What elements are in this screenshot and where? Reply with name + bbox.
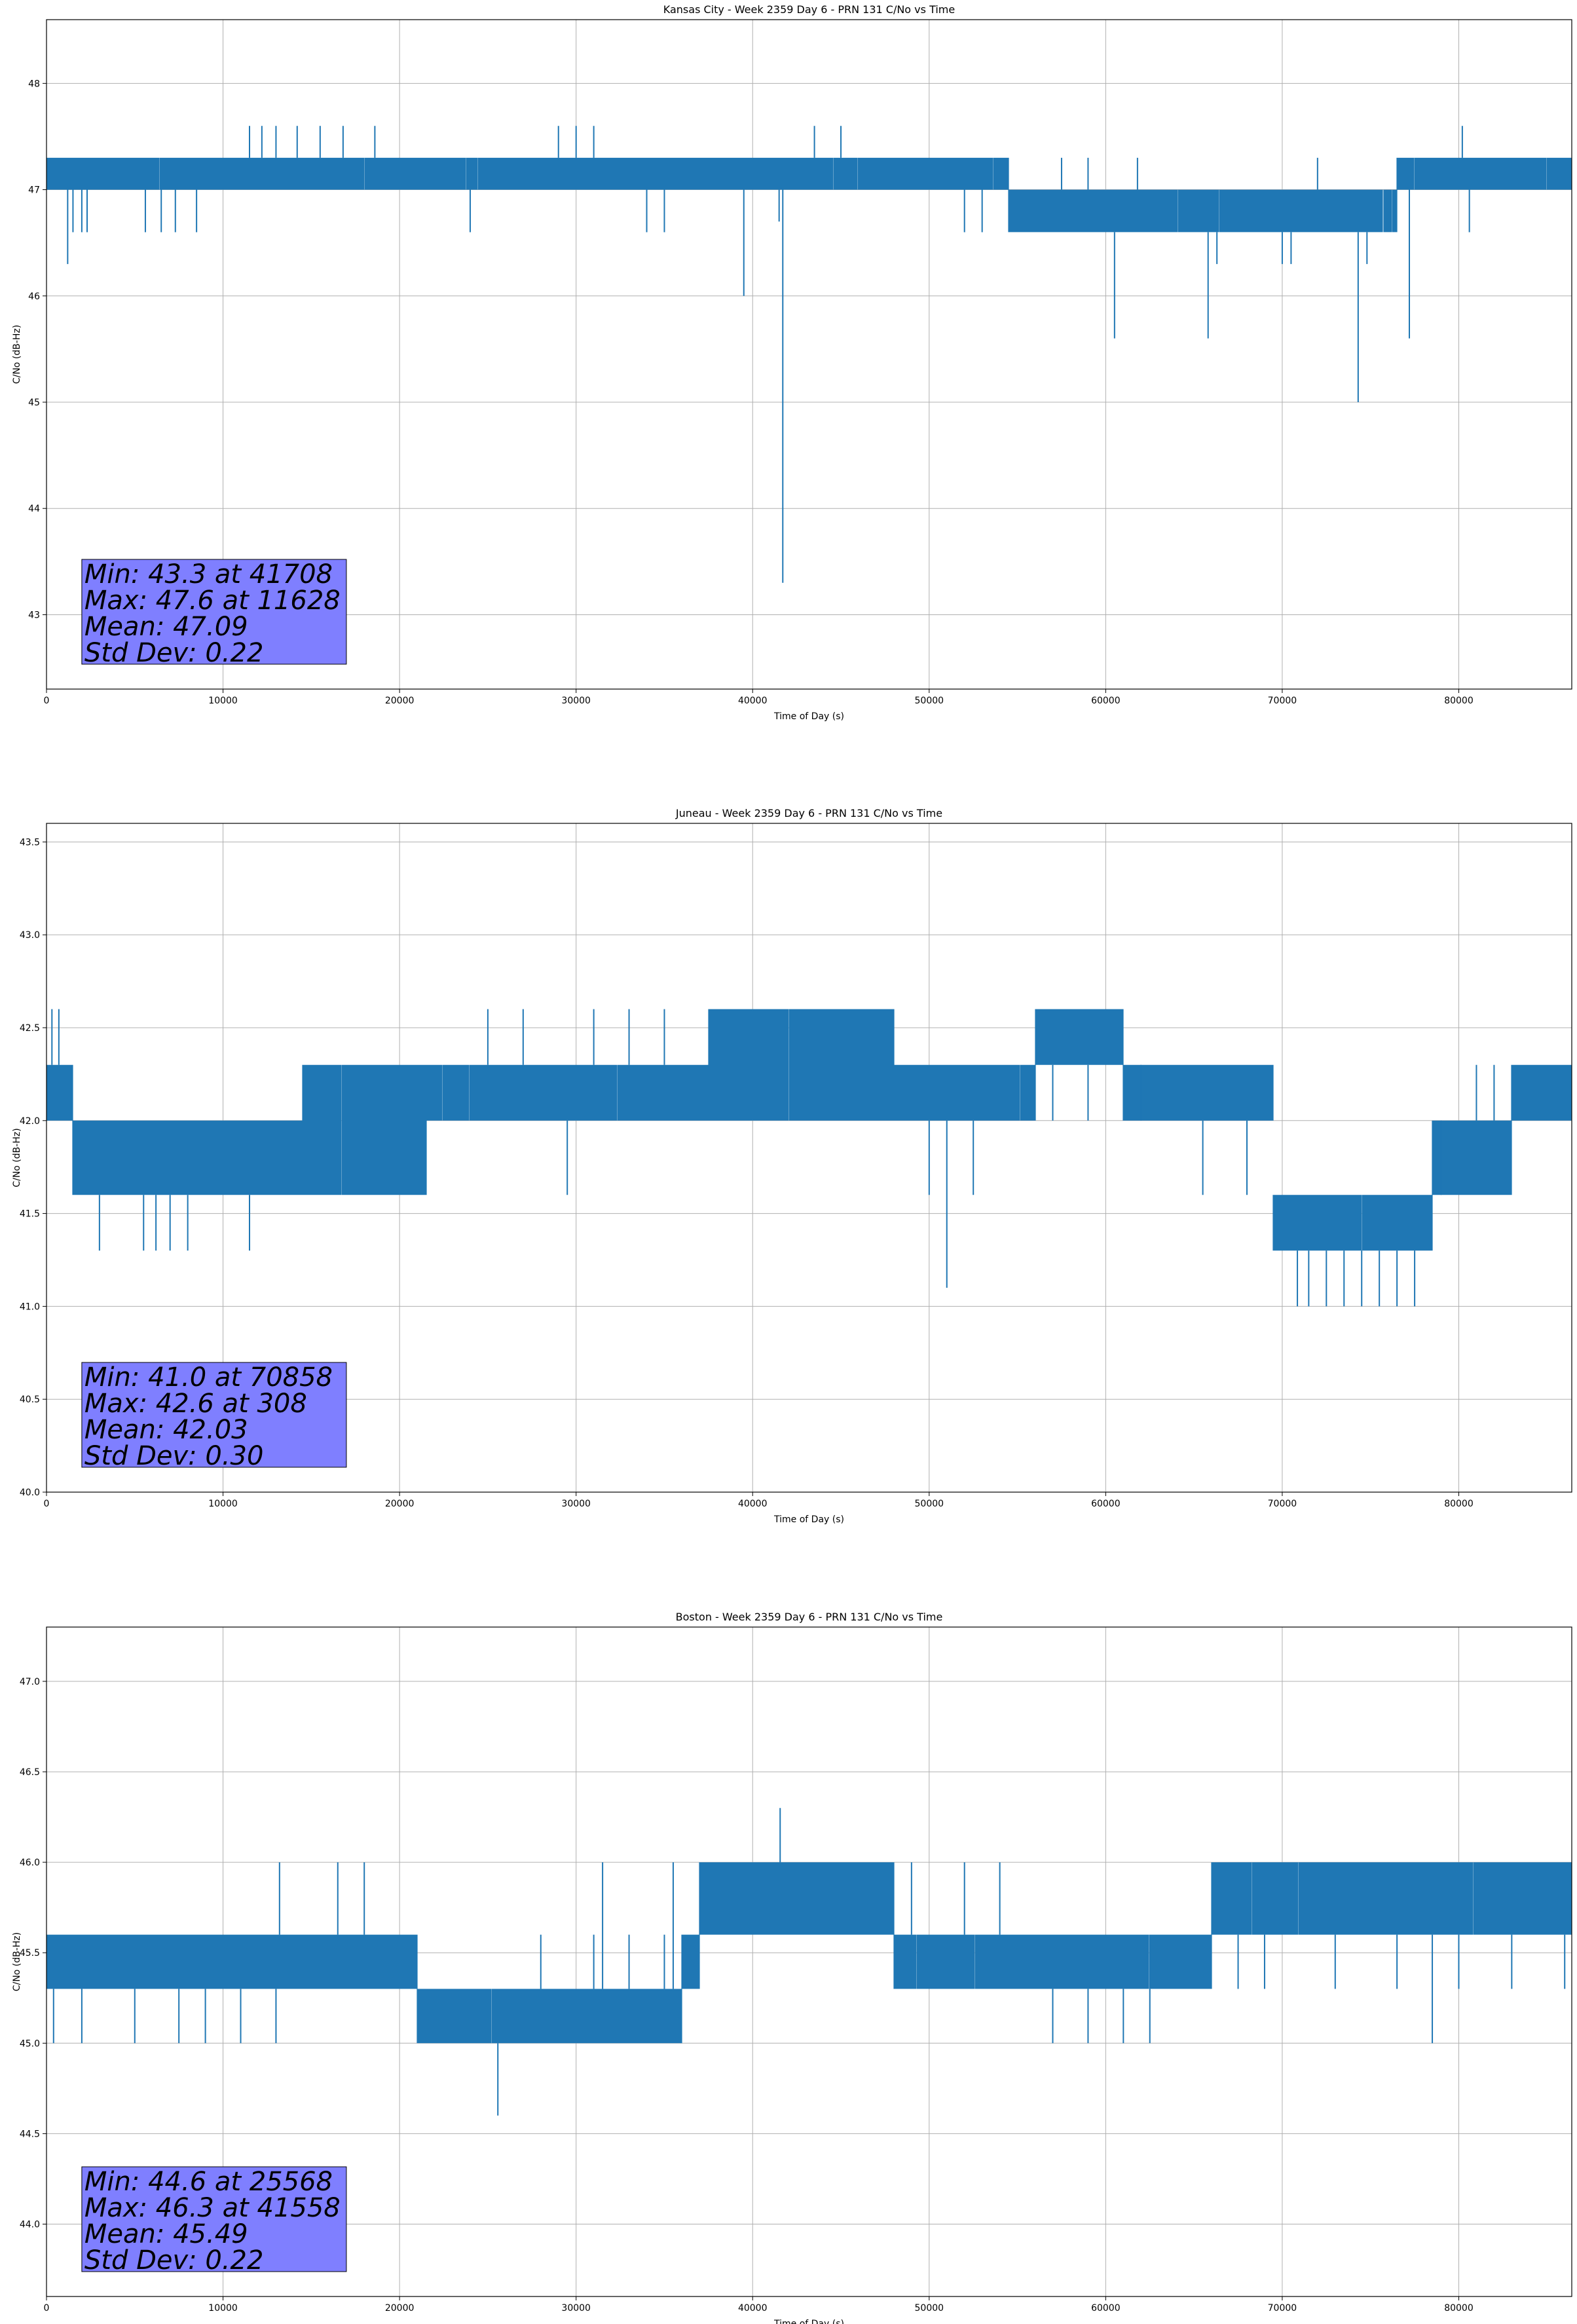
x-tick-label: 40000 — [738, 1499, 768, 1509]
y-tick-label: 42.5 — [20, 1023, 40, 1034]
x-axis-label: Time of Day (s) — [773, 711, 844, 722]
stats-box — [81, 2166, 347, 2272]
x-tick-label: 20000 — [385, 696, 415, 706]
x-tick-label: 30000 — [561, 696, 591, 706]
x-tick-label: 10000 — [208, 696, 238, 706]
x-axis-label: Time of Day (s) — [773, 2319, 844, 2324]
x-tick-label: 50000 — [915, 1499, 944, 1509]
x-tick-label: 60000 — [1091, 1499, 1121, 1509]
x-tick-label: 20000 — [385, 2303, 415, 2314]
y-tick-label: 43.0 — [20, 930, 40, 941]
x-tick-label: 0 — [44, 2303, 50, 2314]
y-tick-label: 40.0 — [20, 1488, 40, 1498]
y-tick-label: 48 — [28, 79, 40, 89]
stats-line: Min: 41.0 at 70858 — [84, 1362, 333, 1393]
x-tick-label: 30000 — [561, 2303, 591, 2314]
x-tick-label: 60000 — [1091, 2303, 1121, 2314]
stats-line: Mean: 47.09 — [84, 612, 248, 642]
y-tick-label: 45.0 — [20, 2038, 40, 2049]
stats-line: Std Dev: 0.30 — [84, 1441, 264, 1471]
x-tick-label: 50000 — [915, 696, 944, 706]
series-band — [46, 157, 1572, 233]
x-tick-label: 30000 — [561, 1499, 591, 1509]
series-cno — [46, 1009, 1572, 1307]
stats-line: Min: 44.6 at 25568 — [84, 2167, 333, 2197]
x-tick-label: 70000 — [1268, 696, 1297, 706]
stats-line: Std Dev: 0.22 — [84, 2245, 264, 2276]
y-axis-label: C/No (dB-Hz) — [12, 325, 22, 384]
y-tick-label: 43.5 — [20, 837, 40, 848]
x-tick-label: 80000 — [1444, 696, 1474, 706]
y-axis-label: C/No (dB-Hz) — [12, 1128, 22, 1187]
y-tick-label: 46.0 — [20, 1858, 40, 1868]
x-tick-label: 50000 — [915, 2303, 944, 2314]
stats-line: Std Dev: 0.22 — [84, 638, 264, 668]
y-tick-label: 45.5 — [20, 1948, 40, 1959]
stats-box — [81, 1362, 347, 1468]
y-tick-label: 46 — [28, 291, 40, 302]
plot-frame — [46, 1626, 1572, 2297]
chart-title: Juneau - Week 2359 Day 6 - PRN 131 C/No … — [675, 807, 942, 819]
y-tick-label: 44.0 — [20, 2220, 40, 2230]
stats-line: Max: 46.3 at 41558 — [84, 2193, 341, 2223]
chart-title: Boston - Week 2359 Day 6 - PRN 131 C/No … — [676, 1611, 943, 1623]
series-cno — [46, 126, 1572, 583]
x-tick-label: 40000 — [738, 2303, 768, 2314]
y-tick-label: 47 — [28, 185, 40, 196]
x-tick-label: 10000 — [208, 1499, 238, 1509]
series-band — [46, 1862, 1572, 2044]
series-cno — [46, 1808, 1572, 2116]
y-tick-label: 44 — [28, 504, 40, 514]
y-tick-label: 47.0 — [20, 1677, 40, 1687]
series-band — [46, 1009, 1572, 1251]
y-tick-label: 46.5 — [20, 1767, 40, 1778]
x-tick-label: 70000 — [1268, 2303, 1297, 2314]
y-tick-label: 43 — [28, 610, 40, 620]
y-axis-label: C/No (dB-Hz) — [12, 1932, 22, 1991]
chart-juneau: Juneau - Week 2359 Day 6 - PRN 131 C/No … — [12, 807, 1572, 1525]
x-tick-label: 0 — [44, 1499, 50, 1509]
y-tick-label: 45 — [28, 398, 40, 408]
y-tick-label: 42.0 — [20, 1116, 40, 1127]
plot-frame — [46, 823, 1572, 1493]
chart-kansas-city: Kansas City - Week 2359 Day 6 - PRN 131 … — [12, 3, 1572, 722]
x-tick-label: 70000 — [1268, 1499, 1297, 1509]
y-tick-label: 44.5 — [20, 2129, 40, 2139]
stats-box — [81, 559, 347, 665]
y-tick-label: 41.5 — [20, 1209, 40, 1220]
stats-line: Mean: 45.49 — [84, 2219, 248, 2249]
stats-line: Max: 42.6 at 308 — [84, 1389, 307, 1419]
x-tick-label: 80000 — [1444, 2303, 1474, 2314]
chart-boston: Boston - Week 2359 Day 6 - PRN 131 C/No … — [12, 1611, 1572, 2324]
x-tick-label: 10000 — [208, 2303, 238, 2314]
y-tick-label: 40.5 — [20, 1395, 40, 1405]
x-tick-label: 60000 — [1091, 696, 1121, 706]
stats-line: Min: 43.3 at 41708 — [84, 559, 333, 590]
x-axis-label: Time of Day (s) — [773, 1514, 844, 1525]
stats-line: Max: 47.6 at 11628 — [84, 586, 341, 616]
x-tick-label: 80000 — [1444, 1499, 1474, 1509]
x-tick-label: 0 — [44, 696, 50, 706]
x-tick-label: 20000 — [385, 1499, 415, 1509]
stats-line: Mean: 42.03 — [84, 1415, 248, 1445]
y-tick-label: 41.0 — [20, 1302, 40, 1312]
chart-title: Kansas City - Week 2359 Day 6 - PRN 131 … — [663, 3, 955, 16]
x-tick-label: 40000 — [738, 696, 768, 706]
plot-frame — [46, 19, 1572, 690]
